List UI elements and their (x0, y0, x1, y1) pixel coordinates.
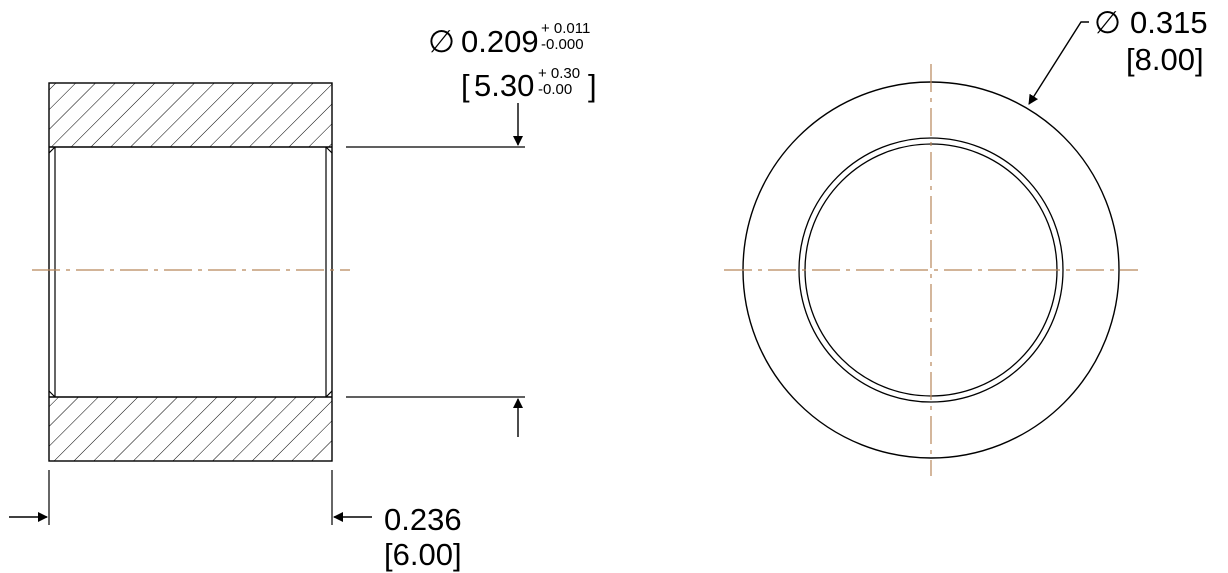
bore-open-bracket: [ (461, 68, 470, 103)
diameter-symbol-od: ∅ (1094, 5, 1121, 40)
od-mm: [8.00] (1126, 42, 1204, 77)
bore-nominal-inch: 0.209 (461, 24, 539, 59)
top-wall-hatch (49, 83, 332, 147)
bore-circle (804, 143, 1058, 397)
length-inch: 0.236 (384, 502, 462, 537)
section-outline (48, 82, 333, 462)
od-inch: 0.315 (1130, 5, 1208, 40)
chamfer-tr (325, 146, 333, 154)
section-view (32, 82, 350, 462)
bore-upper-tol-inch: + 0.011 (541, 20, 590, 37)
length-dimension: 0.236 [6.00] (9, 470, 462, 572)
outer-diameter-dimension: ∅ 0.315 [8.00] (1028, 5, 1208, 105)
od-leader-line (1028, 21, 1089, 105)
diameter-symbol-bore: ∅ (428, 24, 455, 59)
chamfer-circle (798, 137, 1064, 403)
bore-lower-tol-inch: -0.000 (541, 36, 584, 53)
chamfer-tl (48, 146, 56, 154)
chamfer-br (325, 390, 333, 398)
bore-nominal-mm: 5.30 (474, 68, 534, 103)
bore-lower-tol-mm: -0.00 (538, 81, 572, 98)
bore-close-bracket: ] (588, 68, 597, 103)
end-view (724, 64, 1138, 476)
chamfer-bl (48, 390, 56, 398)
bore-dimension: ∅ 0.209 + 0.011 -0.000 [ 5.30 + 0.30 -0.… (346, 20, 597, 437)
length-mm: [6.00] (384, 537, 462, 572)
bottom-wall-hatch (49, 397, 332, 461)
bore-upper-tol-mm: + 0.30 (538, 65, 580, 82)
